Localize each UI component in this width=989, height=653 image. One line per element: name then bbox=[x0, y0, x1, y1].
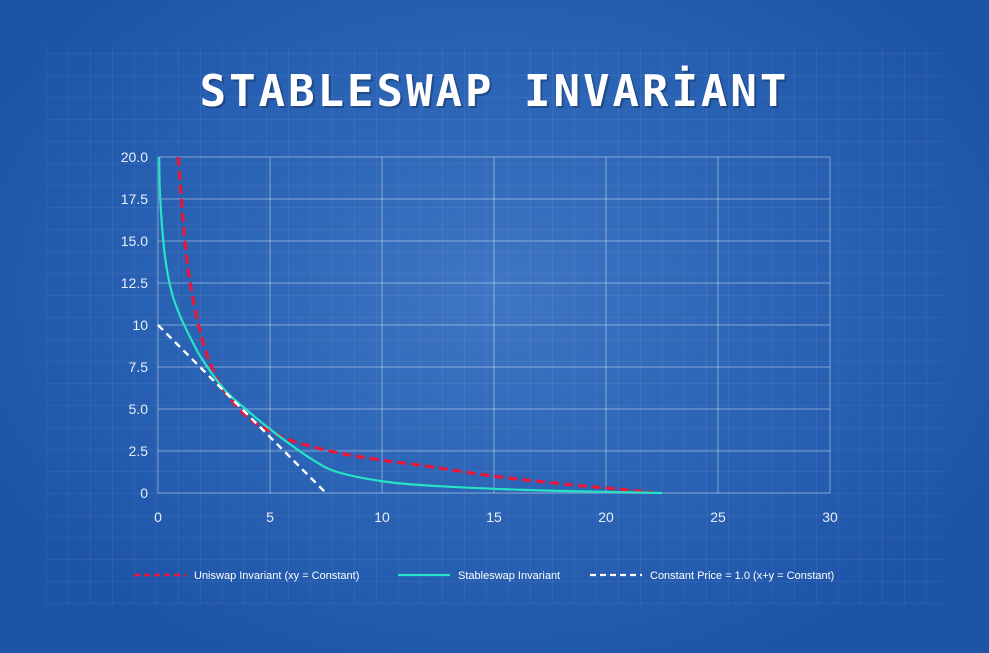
x-tick-label: 25 bbox=[710, 509, 726, 525]
y-tick-label: 7.5 bbox=[129, 359, 149, 375]
series-layer bbox=[157, 156, 663, 495]
series-line-constant-price bbox=[157, 324, 327, 494]
legend-label: Stableswap Invariant bbox=[458, 570, 560, 582]
y-tick-label: 5.0 bbox=[129, 401, 149, 417]
x-tick-label: 10 bbox=[374, 509, 390, 525]
blueprint-grid-panel bbox=[46, 46, 942, 604]
legend: Uniswap Invariant (xy = Constant) Stables… bbox=[134, 570, 834, 582]
x-tick-label: 15 bbox=[486, 509, 502, 525]
series-line-stableswap bbox=[158, 156, 663, 495]
x-tick-label: 0 bbox=[154, 509, 162, 525]
y-tick-label: 20.0 bbox=[121, 149, 148, 165]
y-tick-label: 15.0 bbox=[121, 233, 148, 249]
y-tick-label: 0 bbox=[140, 485, 148, 501]
y-tick-label: 2.5 bbox=[129, 443, 149, 459]
x-tick-label: 20 bbox=[598, 509, 614, 525]
axis-tick-layer: 0 2.5 5.0 7.5 10 12.5 15.0 17.5 20.0 0 5 10 15 20 25 30 bbox=[121, 149, 838, 525]
legend-label: Uniswap Invariant (xy = Constant) bbox=[194, 570, 359, 582]
y-tick-label: 10 bbox=[132, 317, 148, 333]
y-tick-label: 17.5 bbox=[121, 191, 148, 207]
y-tick-label: 12.5 bbox=[121, 275, 148, 291]
grid-layer bbox=[157, 156, 831, 494]
chart-title: STABLESWAP INVARİANT bbox=[199, 66, 790, 117]
x-tick-label: 30 bbox=[822, 509, 838, 525]
legend-label: Constant Price = 1.0 (x+y = Constant) bbox=[650, 570, 834, 582]
x-tick-label: 5 bbox=[266, 509, 274, 525]
